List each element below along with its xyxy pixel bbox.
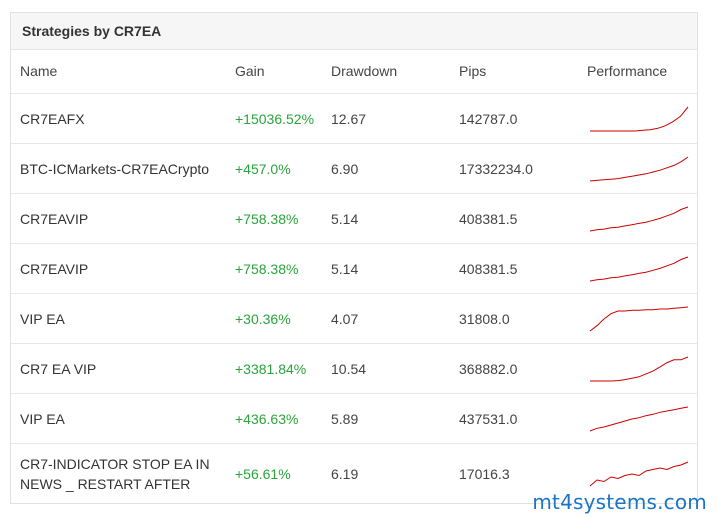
sparkline-line xyxy=(590,356,689,381)
sparkline-chart xyxy=(589,306,689,331)
panel-title: Strategies by CR7EA xyxy=(11,13,697,50)
pips-value: 408381.5 xyxy=(459,260,518,277)
strategy-name-link[interactable]: CR7EAVIP xyxy=(20,260,89,277)
pips-value: 368882.0 xyxy=(459,360,518,377)
performance-sparkline xyxy=(587,104,691,134)
table-row[interactable]: BTC-ICMarkets-CR7EACrypto +457.0% 6.90 1733… xyxy=(11,144,697,194)
strategy-table-body: CR7EAFX +15036.52% 12.67 142787.0 BTC-ICMark… xyxy=(11,94,697,504)
table-row[interactable]: CR7 EA VIP +3381.84% 10.54 368882.0 xyxy=(11,344,697,394)
sparkline-chart xyxy=(589,406,689,431)
sparkline-line xyxy=(589,256,689,281)
strategy-name-link[interactable]: BTC-ICMarkets-CR7EACrypto xyxy=(20,160,210,177)
table-row[interactable]: CR7EAVIP +758.38% 5.14 408381.5 xyxy=(11,244,697,294)
pips-value: 408381.5 xyxy=(459,210,518,227)
column-header-drawdown[interactable]: Drawdown xyxy=(331,63,398,79)
sparkline-line xyxy=(590,106,689,131)
sparkline-line xyxy=(589,156,689,181)
strategies-panel: Strategies by CR7EA Name Gain Drawdown P… xyxy=(10,12,698,504)
drawdown-value: 6.19 xyxy=(331,466,359,482)
sparkline-chart xyxy=(589,156,689,181)
performance-sparkline xyxy=(587,404,691,434)
pips-value: 17016.3 xyxy=(459,466,510,482)
drawdown-value: 5.89 xyxy=(331,410,359,427)
column-header-name[interactable]: Name xyxy=(20,63,58,79)
pips-value: 437531.0 xyxy=(459,410,518,427)
column-header-performance[interactable]: Performance xyxy=(587,63,668,79)
column-header-pips[interactable]: Pips xyxy=(459,63,487,79)
table-row[interactable]: CR7EAVIP +758.38% 5.14 408381.5 xyxy=(11,194,697,244)
gain-value: +30.36% xyxy=(235,310,291,327)
gain-value: +3381.84% xyxy=(235,360,307,377)
drawdown-value: 6.90 xyxy=(331,160,359,177)
drawdown-value: 5.14 xyxy=(331,210,359,227)
strategy-name-link[interactable]: CR7EAVIP xyxy=(20,210,89,227)
gain-value: +15036.52% xyxy=(235,110,315,127)
sparkline-chart xyxy=(590,356,689,381)
table-row[interactable]: CR7EAFX +15036.52% 12.67 142787.0 xyxy=(11,94,697,144)
strategy-name-link[interactable]: CR7 EA VIP xyxy=(20,360,97,377)
performance-sparkline xyxy=(587,154,691,184)
sparkline-chart xyxy=(589,256,689,281)
column-header-gain[interactable]: Gain xyxy=(235,63,265,79)
table-row[interactable]: VIP EA +436.63% 5.89 437531.0 xyxy=(11,394,697,444)
strategy-name-link[interactable]: VIP EA xyxy=(20,410,65,427)
performance-sparkline xyxy=(587,304,691,334)
gain-value: +436.63% xyxy=(235,410,299,427)
sparkline-chart xyxy=(589,206,689,231)
drawdown-value: 10.54 xyxy=(331,360,367,377)
performance-sparkline xyxy=(587,354,691,384)
sparkline-chart xyxy=(589,461,689,487)
drawdown-value: 12.67 xyxy=(331,110,367,127)
gain-value: +457.0% xyxy=(235,160,291,177)
sparkline-line xyxy=(589,206,689,231)
gain-value: +758.38% xyxy=(235,210,299,227)
table-header: Name Gain Drawdown Pips Performance xyxy=(11,50,697,94)
strategy-name-link[interactable]: CR7-INDICATOR STOP EA IN NEWS _ RESTART … xyxy=(20,456,210,492)
gain-value: +56.61% xyxy=(235,466,291,482)
strategy-name-link[interactable]: VIP EA xyxy=(20,310,65,327)
performance-sparkline xyxy=(587,204,691,234)
gain-value: +758.38% xyxy=(235,260,299,277)
pips-value: 142787.0 xyxy=(459,110,518,127)
sparkline-chart xyxy=(590,106,689,131)
sparkline-line xyxy=(589,461,689,487)
drawdown-value: 5.14 xyxy=(331,260,359,277)
table-row[interactable]: CR7-INDICATOR STOP EA IN NEWS _ RESTART … xyxy=(11,444,697,504)
sparkline-line xyxy=(589,306,689,331)
sparkline-line xyxy=(589,406,689,431)
table-row[interactable]: VIP EA +30.36% 4.07 31808.0 xyxy=(11,294,697,344)
performance-sparkline xyxy=(587,254,691,284)
watermark-text: mt4systems.com xyxy=(532,490,707,514)
pips-value: 17332234.0 xyxy=(459,160,533,177)
performance-sparkline xyxy=(587,459,691,489)
pips-value: 31808.0 xyxy=(459,310,510,327)
drawdown-value: 4.07 xyxy=(331,310,359,327)
strategy-name-link[interactable]: CR7EAFX xyxy=(20,110,85,127)
